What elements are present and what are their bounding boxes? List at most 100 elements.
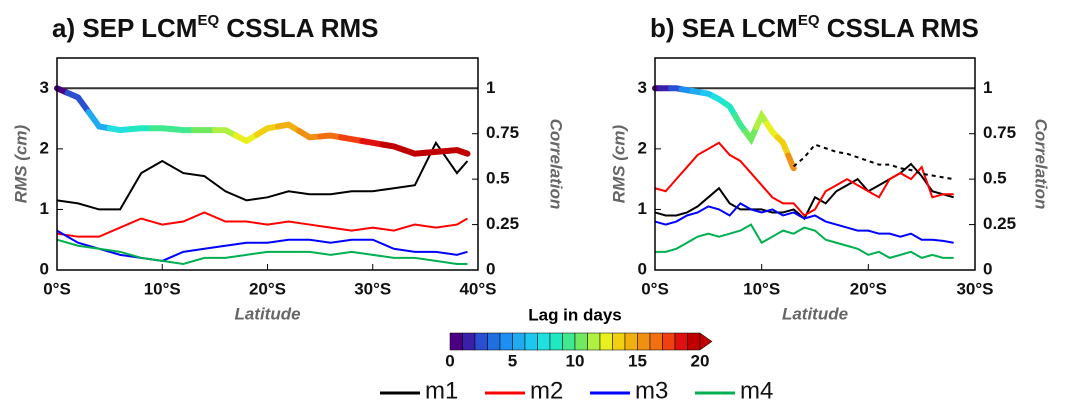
correlation-segment	[742, 124, 760, 146]
title-text: CSSLA RMS	[219, 13, 378, 43]
legend-label: m4	[740, 377, 773, 404]
colorbar-cell	[449, 332, 463, 351]
series-line	[655, 223, 954, 259]
colorbar-cell	[537, 332, 551, 351]
legend-label: m3	[635, 377, 668, 404]
y-tick-label: 2	[638, 138, 647, 157]
series-line	[56, 229, 468, 262]
plot-frame	[654, 57, 976, 271]
colorbar-cell	[649, 332, 663, 351]
colorbar-arrow	[699, 332, 713, 351]
colorbar-tick-label: 20	[691, 351, 710, 370]
y2-tick-label: 0.75	[486, 123, 519, 142]
y-tick-label: 0	[40, 259, 49, 278]
legend-label: m1	[425, 377, 458, 404]
y-tick-label: 0	[638, 259, 647, 278]
correlation-segment	[211, 127, 239, 139]
y-axis-label: RMS (cm)	[609, 124, 628, 203]
colorbar-cell	[637, 332, 651, 351]
x-tick-label: 10°S	[144, 279, 181, 298]
colorbar-cell	[487, 332, 501, 351]
correlation-segment	[785, 152, 797, 172]
title-sup: EQ	[798, 12, 820, 29]
y2-tick-label: 1	[983, 78, 992, 97]
correlation-segment	[721, 99, 738, 119]
colorbar-cell	[499, 332, 513, 351]
correlation-segment	[127, 125, 155, 133]
colorbar-cell	[687, 332, 701, 351]
x-tick-label: 20°S	[249, 279, 286, 298]
chart-title: a) SEP LCMEQ CSSLA RMS	[52, 12, 379, 43]
colorbar-tick-label: 0	[445, 351, 454, 370]
x-axis-label: Latitude	[234, 304, 300, 323]
colorbar-tick-label: 15	[628, 351, 647, 370]
correlation-segment	[774, 134, 792, 159]
colorbar-cell	[587, 332, 601, 351]
correlation-segment	[106, 125, 134, 134]
title-text: a) SEP LCM	[52, 13, 197, 43]
colorbar-label: Lag in days	[528, 305, 622, 324]
correlation-segment	[64, 89, 92, 115]
x-tick-label: 0°S	[641, 279, 669, 298]
x-tick-label: 20°S	[850, 279, 887, 298]
correlation-segment	[232, 131, 260, 145]
series-line	[56, 211, 468, 238]
colorbar-cell	[524, 332, 538, 351]
x-tick-label: 0°S	[43, 279, 71, 298]
x-tick-label: 30°S	[956, 279, 993, 298]
correlation-segment	[422, 147, 450, 156]
title-sup: EQ	[197, 12, 219, 29]
correlation-segment	[732, 112, 749, 135]
colorbar-cell	[512, 332, 526, 351]
colorbar-cell	[599, 332, 613, 351]
series-line	[56, 238, 468, 265]
correlation-segment	[169, 126, 197, 134]
correlation-segment	[296, 127, 324, 141]
colorbar-cell	[462, 332, 476, 351]
correlation-segment	[338, 134, 366, 144]
x-tick-label: 10°S	[743, 279, 780, 298]
plot-frame	[56, 57, 479, 271]
series-line	[654, 202, 954, 244]
correlation-segment	[275, 121, 303, 134]
y2-tick-label: 0	[983, 259, 992, 278]
x-axis-label: Latitude	[782, 304, 848, 323]
correlation-segment	[317, 132, 345, 141]
colorbar-tick-label: 5	[508, 351, 517, 370]
series-line	[654, 141, 954, 217]
y2-tick-label: 0.25	[983, 214, 1016, 233]
correlation-segment	[253, 123, 282, 138]
y-tick-label: 1	[638, 199, 647, 218]
series-line	[56, 140, 469, 211]
x-tick-label: 30°S	[354, 279, 391, 298]
colorbar-cell	[474, 332, 488, 351]
correlation-segment	[401, 147, 429, 157]
y2-axis-label: Correlation	[1032, 119, 1051, 210]
title-text: b) SEA LCM	[650, 13, 798, 43]
legend-label: m2	[530, 377, 563, 404]
correlation-segment	[85, 108, 113, 132]
colorbar-cell	[612, 332, 626, 351]
series-line	[793, 143, 954, 181]
colorbar-cell	[562, 332, 576, 351]
y-tick-label: 3	[638, 78, 647, 97]
y2-tick-label: 0.25	[486, 214, 519, 233]
colorbar-cell	[674, 332, 688, 351]
y2-tick-label: 0.5	[486, 169, 510, 188]
chart-title: b) SEA LCMEQ CSSLA RMS	[650, 12, 979, 43]
y-tick-label: 3	[40, 78, 49, 97]
y2-tick-label: 0.5	[983, 169, 1007, 188]
colorbar-tick-label: 10	[566, 351, 585, 370]
y2-tick-label: 0	[486, 259, 495, 278]
colorbar-cell	[549, 332, 563, 351]
colorbar-cell	[662, 332, 676, 351]
y2-tick-label: 1	[486, 78, 495, 97]
y-axis-label: RMS (cm)	[11, 124, 30, 203]
colorbar-cell	[624, 332, 638, 351]
colorbar-cell	[574, 332, 588, 351]
correlation-segment	[753, 109, 770, 131]
y2-tick-label: 0.75	[983, 123, 1016, 142]
correlation-segment	[148, 125, 176, 133]
